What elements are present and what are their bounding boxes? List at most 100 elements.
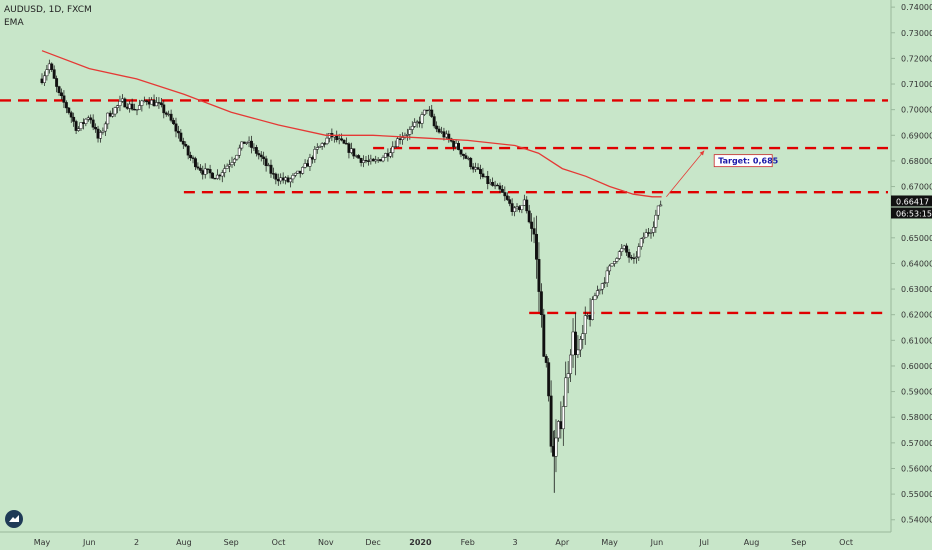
- candle-body: [500, 188, 504, 193]
- candle: [600, 282, 604, 295]
- candle: [155, 96, 158, 107]
- candle-body: [123, 98, 127, 108]
- candle: [659, 200, 663, 207]
- candle-body: [99, 132, 102, 139]
- candle-body: [632, 257, 636, 259]
- candle-body: [116, 105, 119, 108]
- candle-body: [481, 173, 485, 178]
- candle: [574, 312, 577, 376]
- y-tick-label: 0.69000: [901, 131, 932, 140]
- candle: [318, 145, 322, 148]
- candle-body: [174, 123, 178, 132]
- candle-body: [308, 157, 312, 167]
- candle-body: [654, 214, 658, 228]
- candle: [89, 114, 93, 124]
- candle-body: [162, 104, 166, 114]
- candle-body: [220, 172, 224, 177]
- candle-body: [125, 106, 129, 109]
- candle: [352, 148, 356, 159]
- tradingview-logo-icon[interactable]: [5, 510, 23, 528]
- candle: [101, 127, 105, 135]
- candle-body: [569, 354, 573, 374]
- target-label: Target: 0,685: [718, 157, 778, 166]
- candle-body: [318, 146, 322, 148]
- candle: [342, 139, 346, 145]
- price-axis: 0.74000 0.73000 0.72000 0.71000 0.70000 0.690…: [891, 3, 932, 525]
- candle: [500, 185, 504, 193]
- indicator-label[interactable]: EMA: [4, 18, 24, 28]
- candle-body: [147, 101, 151, 105]
- candle-body: [479, 169, 482, 175]
- x-tick-label: 2020: [409, 538, 432, 547]
- candle: [103, 121, 107, 136]
- x-tick-label: 3: [512, 538, 517, 547]
- candle: [145, 99, 149, 106]
- candle: [595, 285, 599, 299]
- candle-body: [588, 315, 592, 320]
- candle-body: [430, 109, 434, 117]
- logo-glyph: [9, 515, 19, 522]
- candle: [235, 154, 239, 161]
- candle: [459, 149, 463, 158]
- candle: [60, 88, 63, 100]
- candle-body: [128, 103, 132, 109]
- candle-body: [337, 138, 341, 141]
- candle: [274, 172, 278, 185]
- last-price-box: [891, 195, 932, 207]
- candle: [259, 151, 263, 162]
- y-tick-label: 0.55000: [901, 490, 932, 499]
- candle: [532, 217, 536, 244]
- y-tick-label: 0.56000: [901, 464, 932, 473]
- candle-body: [176, 130, 180, 134]
- candle-body: [591, 299, 594, 320]
- candle-body: [315, 147, 319, 150]
- candle: [62, 90, 66, 108]
- candle-body: [133, 108, 137, 111]
- candle-body: [157, 102, 161, 104]
- candle: [320, 142, 324, 150]
- candle-body: [617, 251, 621, 259]
- candle-body: [464, 155, 468, 159]
- candle-body: [77, 128, 80, 131]
- candle-body: [576, 349, 580, 355]
- candle: [116, 104, 119, 114]
- candle-body: [111, 113, 115, 117]
- candle: [605, 266, 609, 287]
- candle-body: [357, 155, 361, 159]
- candle-body: [513, 207, 517, 212]
- candle-body: [118, 100, 122, 106]
- candle-body: [279, 177, 283, 182]
- candle-body: [595, 290, 599, 297]
- candle: [225, 163, 229, 169]
- countdown-box: [891, 207, 932, 219]
- candle: [520, 204, 524, 214]
- candle-body: [447, 133, 451, 140]
- candle-body: [60, 92, 63, 97]
- candle-body: [630, 257, 633, 259]
- candle-body: [659, 204, 663, 207]
- candle-body: [515, 206, 519, 209]
- y-tick-label: 0.67000: [901, 183, 932, 192]
- candle-body: [293, 172, 297, 176]
- candle: [159, 98, 163, 108]
- candle-body: [398, 138, 402, 140]
- candle-body: [444, 133, 448, 138]
- candle-body: [427, 109, 431, 112]
- candle-body: [503, 192, 507, 197]
- candle-body: [422, 109, 426, 115]
- target-arrow-head: [699, 150, 705, 156]
- candle-body: [310, 157, 314, 160]
- candle: [569, 349, 573, 382]
- candle: [549, 380, 553, 453]
- candle: [503, 186, 507, 202]
- candle-body: [459, 149, 463, 155]
- candle: [67, 107, 71, 115]
- candle-body: [103, 123, 107, 132]
- candle-body: [228, 164, 232, 167]
- candle-body: [488, 182, 492, 184]
- candle-body: [418, 121, 422, 124]
- candle: [118, 95, 122, 112]
- candle: [642, 232, 646, 244]
